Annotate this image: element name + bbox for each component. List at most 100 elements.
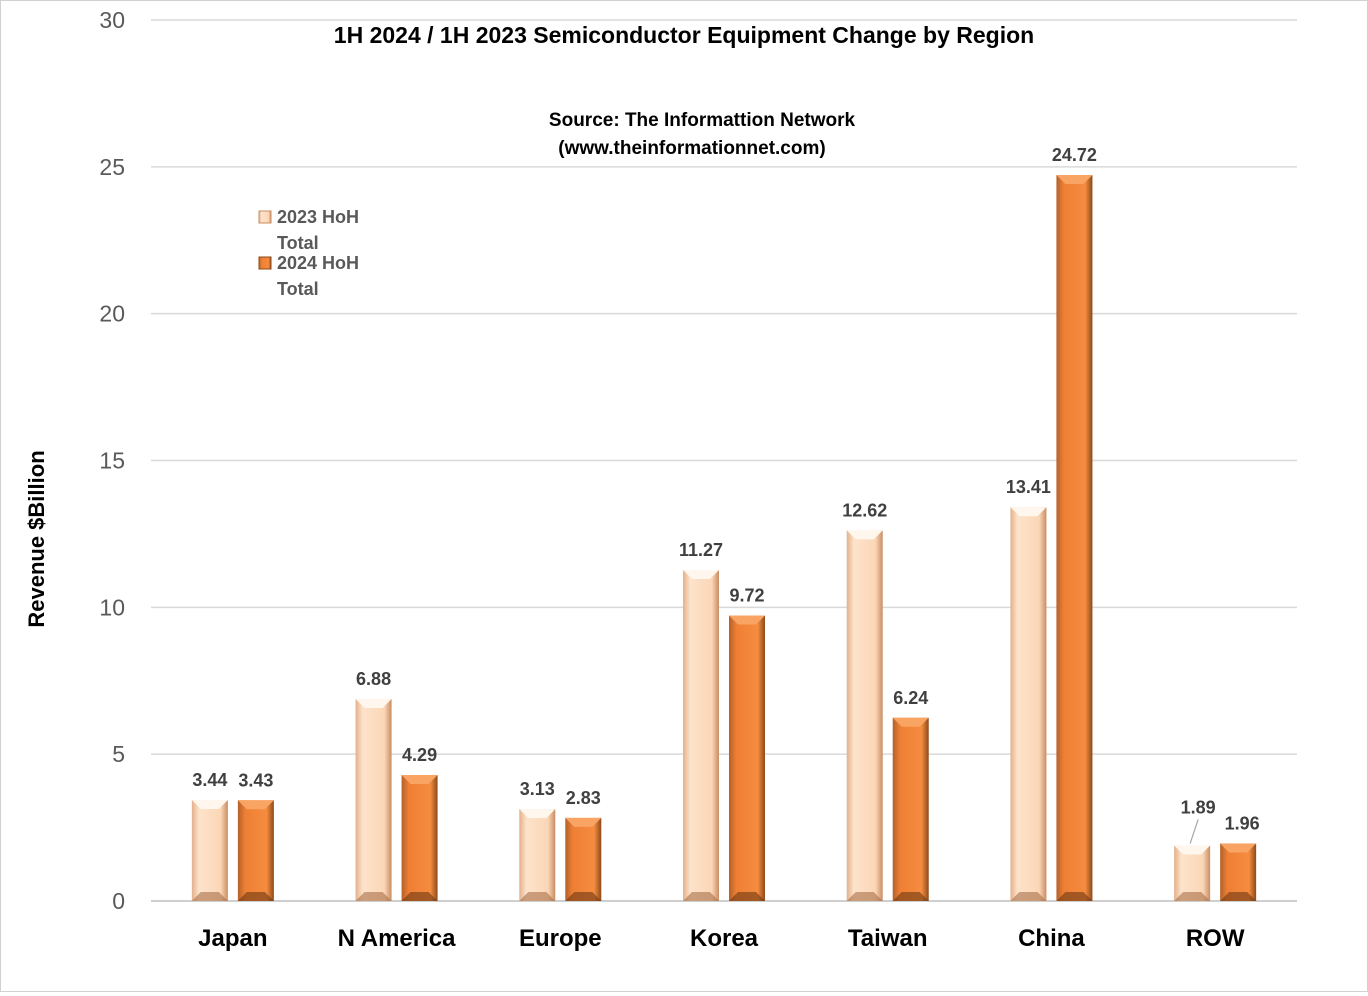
x-tick-label: Europe [519,925,602,952]
bar-bevel-top [892,717,929,727]
y-axis-label: Revenue $Billion [24,450,49,627]
y-tick-label: 5 [112,741,125,767]
bar-bevel-top [1056,175,1093,185]
bar-bevel-bottom [1220,892,1257,901]
bar-bevel-top [846,530,883,540]
bar-bevel-bottom [729,892,765,901]
legend-label-2024-line-1: 2024 HoH [277,253,359,273]
bar-body [1010,507,1047,901]
bar-bevel-top [683,570,719,580]
bar [565,817,602,901]
bar-bevel-bottom [565,892,602,901]
bar-body [729,615,765,901]
bar-bevel-top [565,817,602,827]
bar-body [519,809,556,901]
y-tick-label: 0 [112,888,125,914]
bar-body [191,799,228,901]
bar-bevel-bottom [191,892,228,901]
y-axis-ticks: 0 5 10 15 20 25 30 [99,7,125,914]
bar [237,800,274,901]
x-tick-label: ROW [1186,925,1245,952]
data-label: 9.72 [729,586,764,606]
bar-bevel-top [1010,507,1047,517]
bar-body [237,800,274,901]
bar [1220,843,1257,901]
bar [1010,507,1047,901]
x-tick-label: N America [338,925,456,952]
bar-bevel-bottom [237,892,274,901]
legend-label-2023-line-2: Total [277,233,319,253]
bar [1174,845,1211,901]
y-tick-label: 15 [99,448,125,474]
bar-body [565,817,602,901]
data-label: 2.83 [566,788,601,808]
bar [191,799,228,901]
x-tick-label: Japan [198,925,267,952]
bar-bevel-top [1174,845,1211,855]
data-label: 1.96 [1225,813,1260,833]
bar-bevel-top [355,698,392,708]
bar-bevel-top [191,799,228,809]
data-label: 1.89 [1181,797,1216,817]
x-tick-label: Korea [690,925,759,952]
data-label: 4.29 [402,745,437,765]
chart-subtitle-line-1: Source: The Informattion Network [549,110,856,131]
bar-bevel-bottom [401,892,438,901]
data-label: 6.24 [893,688,928,708]
legend-label-2023-line-1: 2023 HoH [277,207,359,227]
data-label: 13.41 [1006,477,1051,497]
x-axis-ticks: Japan N America Europe Korea Taiwan China ROW [198,925,1245,952]
data-label: 3.13 [520,779,555,799]
bar-body [401,775,438,901]
bar-bevel-bottom [355,892,392,901]
x-tick-label: Taiwan [848,925,928,952]
bar-bevel-top [401,775,438,785]
data-label: 3.44 [192,770,227,790]
bar-body [1174,845,1211,901]
data-label: 11.27 [679,540,723,560]
y-tick-label: 20 [99,301,125,327]
bar-bevel-bottom [846,892,883,901]
legend-swatch-2024 [258,256,272,270]
chart-subtitle-line-2: (www.theinformationnet.com) [558,138,825,159]
data-label: 3.43 [238,770,273,790]
chart-title: 1H 2024 / 1H 2023 Semiconductor Equipmen… [334,22,1034,48]
bar [519,809,556,901]
bars [191,175,1257,901]
bar-body [1056,175,1093,901]
y-tick-label: 30 [99,7,125,33]
y-tick-label: 25 [99,154,125,180]
bar-bevel-bottom [519,892,556,901]
bar [892,717,929,901]
legend: 2023 HoH Total 2024 HoH Total [258,207,359,299]
bar-body [846,530,883,901]
bar [401,775,438,901]
bar-bevel-bottom [892,892,929,901]
bar-body [683,570,719,901]
data-labels: 3.44 3.43 6.88 4.29 3.13 2.83 11.27 9.72 12.62 6.… [192,145,1260,844]
bar-bevel-bottom [1010,892,1047,901]
bar-body [892,717,929,901]
y-tick-label: 10 [99,594,125,620]
bar [1056,175,1093,901]
bar-bevel-top [1220,843,1257,853]
data-label: 24.72 [1052,145,1097,165]
bar [846,530,883,901]
data-label: 6.88 [356,669,391,689]
bar-bevel-top [519,809,556,819]
bar-bevel-bottom [1056,892,1093,901]
bar [355,698,392,901]
bar-bevel-bottom [683,892,719,901]
bar-bevel-top [237,800,274,810]
gridlines [151,19,1297,902]
bar-bevel-bottom [1174,892,1211,901]
bar-body [1220,843,1257,901]
data-label-leader [1189,819,1199,844]
legend-swatch-2023 [258,210,272,224]
bar [729,615,765,901]
bar-bevel-top [729,615,765,625]
legend-label-2024-line-2: Total [277,279,319,299]
bar-body [355,698,392,901]
